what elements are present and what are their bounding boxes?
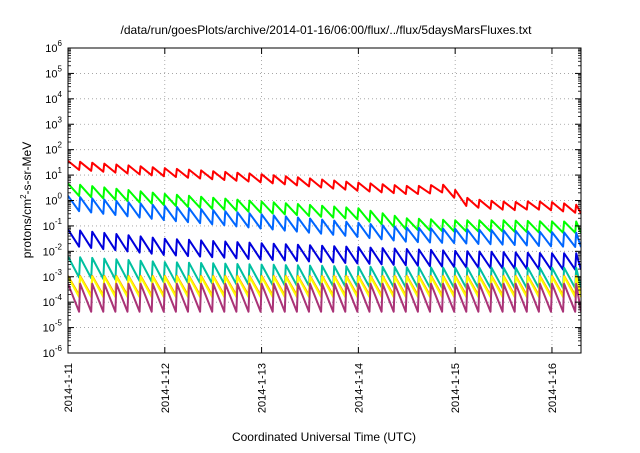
- y-tick-label: 10-3: [43, 268, 63, 284]
- series-line: [68, 275, 581, 298]
- series-line: [68, 160, 581, 214]
- chart-title: /data/run/goesPlots/archive/2014-01-16/0…: [121, 23, 533, 37]
- series-line: [68, 195, 581, 248]
- y-axis-label: protons/cm2-s-sr-MeV: [19, 142, 34, 258]
- y-tick-label: 102: [45, 141, 62, 157]
- x-axis-label: Coordinated Universal Time (UTC): [232, 430, 416, 444]
- x-tick-labels: 2014-1-11 2014-1-12 2014-1-13 2014-1-14 2014…: [63, 363, 559, 413]
- series-line: [68, 256, 581, 290]
- y-tick-label: 106: [45, 39, 62, 55]
- y-tick-label: 10-2: [43, 242, 63, 258]
- tick-marks: [67, 47, 581, 354]
- y-tick-label: 10-4: [43, 293, 63, 309]
- series-line: [68, 282, 581, 313]
- y-tick-label: 10-5: [43, 319, 63, 335]
- y-tick-label: 101: [45, 166, 62, 182]
- x-tick-label: 2014-1-11: [63, 363, 75, 412]
- x-tick-label: 2014-1-15: [450, 363, 462, 413]
- y-tick-label: 104: [45, 90, 62, 106]
- y-tick-label: 100: [45, 192, 62, 208]
- x-tick-label: 2014-1-14: [353, 363, 365, 413]
- x-tick-label: 2014-1-12: [160, 363, 172, 413]
- y-tick-label: 103: [45, 115, 62, 131]
- series-line: [68, 228, 581, 271]
- x-tick-label: 2014-1-13: [257, 363, 269, 413]
- y-tick-label: 105: [45, 64, 62, 80]
- y-tick-label: 10-1: [43, 217, 63, 233]
- series-layer: [68, 160, 581, 313]
- series-line: [68, 182, 581, 234]
- y-tick-labels: 10-6 10-5 10-4 10-3 10-2 10-1 100 101 102 103 104 1…: [43, 39, 63, 360]
- grid-lines: [68, 48, 581, 353]
- x-tick-label: 2014-1-16: [547, 363, 559, 413]
- y-tick-label: 10-6: [43, 344, 63, 360]
